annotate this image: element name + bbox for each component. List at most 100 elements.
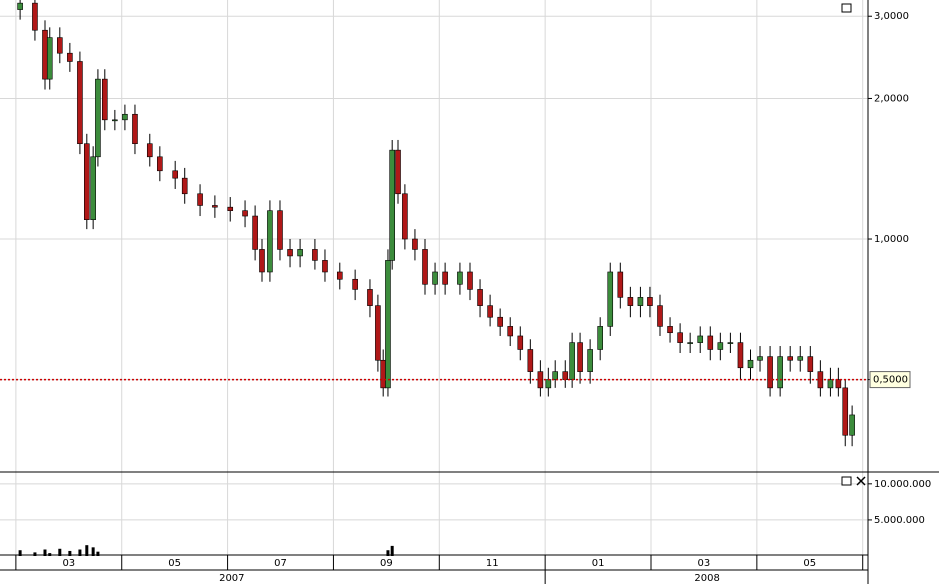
candle-body [84,143,90,220]
candle-body [112,119,118,122]
candle-body [432,271,438,285]
candle-body [737,342,744,369]
candle-body [336,271,343,280]
candle-body [607,271,614,327]
reference-label-box [869,371,911,389]
candle-body [545,379,552,389]
y-tick-label: 1,0000 [874,234,909,245]
candle-body [412,238,418,250]
candle-body [707,335,714,350]
candle-body [827,379,834,389]
volume-bar [85,545,89,556]
year-label: 2007 [219,573,244,584]
candle-body [227,206,234,211]
candle-body [727,342,734,344]
x-tick-label: 03 [698,558,711,569]
candle-body [287,249,293,257]
candle-body [32,2,38,31]
candle-body [367,289,373,306]
x-tick-label: 05 [168,558,181,569]
volume-bar [96,551,100,556]
candle-body [17,2,23,10]
volume-bar [68,550,72,556]
candle-body [277,210,283,250]
candle-body [267,210,273,273]
candle-body [122,113,128,121]
candle-body [90,156,96,220]
volume-bar [78,549,82,556]
candle-body [77,61,83,145]
candle-body [577,342,583,372]
volume-bar [43,549,47,556]
reference-label: 0,5000 [873,375,908,386]
candle-body [627,297,634,306]
candle-body [569,342,575,380]
candle-body [657,305,663,327]
candle-body [95,78,101,158]
candle-body [181,177,188,195]
candle-body [842,387,849,436]
candle-body [777,356,783,389]
x-tick-label: 03 [62,558,75,569]
candle-body [757,356,763,361]
candle-body [132,113,138,145]
candle-body [259,249,265,273]
candle-body [787,356,793,361]
candle-body [617,271,624,298]
x-tick-label: 07 [274,558,287,569]
candle-body [747,359,754,369]
candle-body [467,271,473,290]
maximize-icon[interactable] [841,476,852,486]
candle-body [767,356,773,389]
candle-body [67,52,73,62]
grid-layer [0,0,868,555]
close-icon[interactable] [856,476,866,486]
candle-body [807,356,814,372]
volume-bar [386,550,390,556]
candle-body [797,356,804,361]
candle-body [312,249,318,261]
candle-body [395,149,401,195]
candle-body [352,278,358,290]
y-tick-label: 5.000.000 [874,515,925,526]
candle-body [380,359,386,389]
candle-body [375,305,381,361]
candle-body [562,371,569,380]
volume-bar [33,552,37,556]
y-tick-label: 10.000.000 [874,479,931,490]
candle-body [322,260,328,273]
candle-body [157,156,163,172]
x-tick-label: 09 [380,558,393,569]
candle-body [497,316,503,327]
y-tick-label: 3,0000 [874,11,909,22]
candle-body [252,215,258,250]
candle-body [552,371,559,380]
maximize-icon[interactable] [841,3,852,13]
candle-body [297,249,303,257]
candle-body [527,349,534,372]
candle-body [146,143,153,158]
candle-body [402,193,408,240]
candle-body [487,305,493,318]
x-tick-label: 01 [592,558,605,569]
candle-body [42,29,48,80]
x-tick-label: 11 [486,558,499,569]
candle-body [457,271,463,285]
candle-body [849,414,855,436]
candle-body [46,37,53,80]
candle-body [697,335,704,343]
candle-body [197,193,203,206]
candle-body [385,260,391,389]
candle-body [57,37,63,54]
candle-body [101,78,108,121]
candles [17,0,855,447]
candle-body [677,332,683,343]
candle-body [517,335,524,350]
year-label: 2008 [694,573,719,584]
candle-body [587,349,593,372]
candle-body [717,342,724,350]
candle-body [212,205,218,208]
candle-body [835,379,842,389]
volume-bar [58,548,62,556]
